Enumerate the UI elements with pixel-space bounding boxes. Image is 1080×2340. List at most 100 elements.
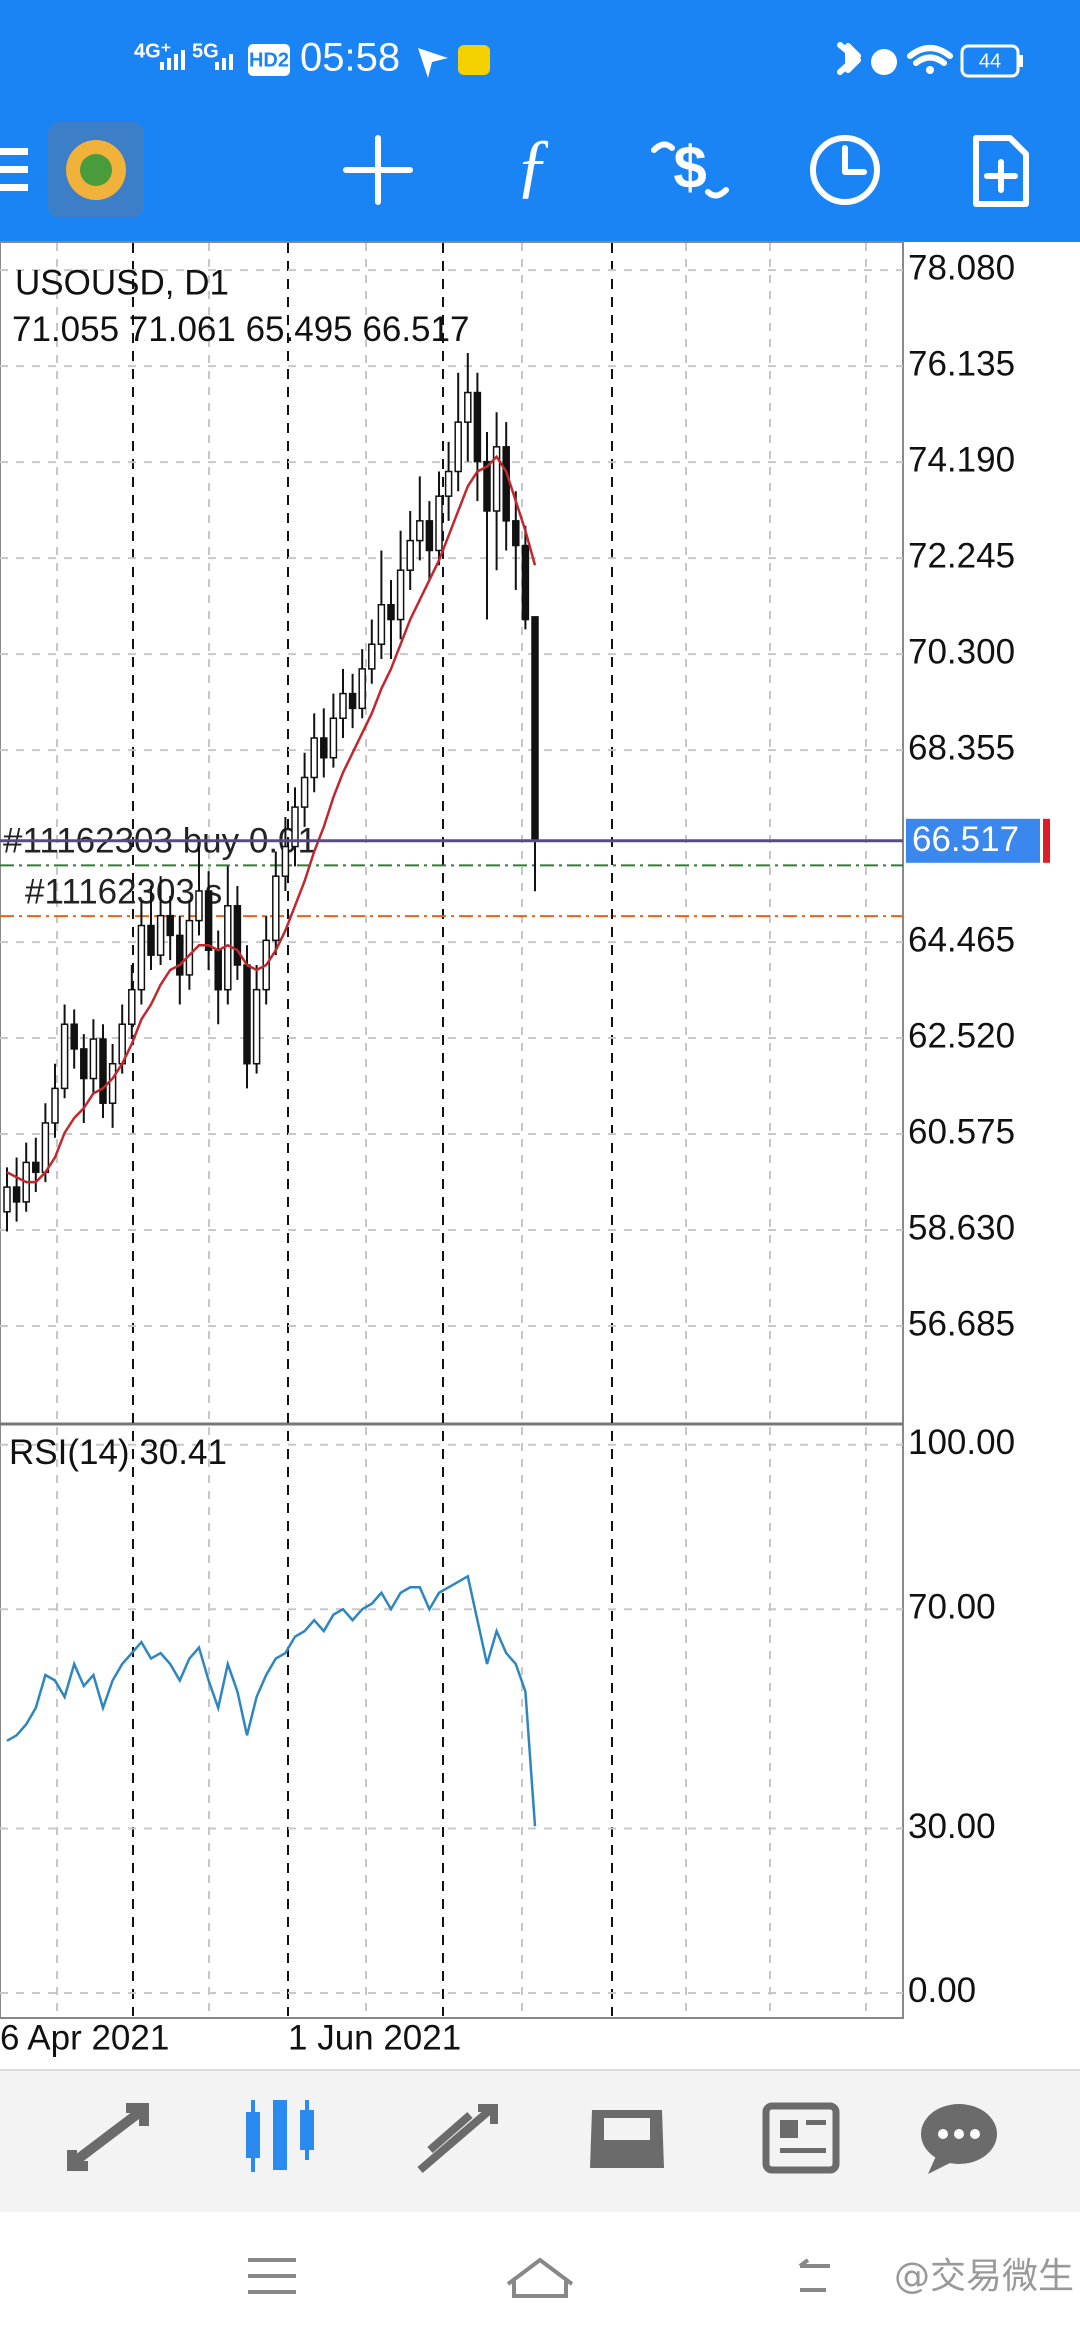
icon-part [167,58,171,70]
candle-body [387,603,395,621]
icon-part[interactable] [251,2100,255,2172]
icon-part[interactable] [0,166,28,173]
candle-body [99,1038,107,1104]
candle-body [195,890,203,922]
icon-part[interactable] [973,135,1029,207]
telegram-icon [418,48,448,78]
wifi-icon [907,45,953,66]
bid-label: 66.517 [912,820,1019,859]
chart-frame [0,241,904,2019]
icon-part[interactable] [762,2102,840,2174]
candle-body [502,446,510,522]
bid-box [906,818,1040,863]
icon-part[interactable] [0,148,28,155]
y-tick-label: 0.00 [908,1971,976,2010]
icon-part[interactable] [248,2290,296,2294]
candle-body [32,1161,40,1174]
app-logo[interactable] [48,122,144,218]
icon-part[interactable] [0,184,28,191]
candle-body [128,988,136,1025]
icon-part[interactable] [938,2129,948,2139]
indicators-button[interactable]: ƒ [515,125,551,205]
history-tab[interactable] [590,2110,664,2168]
menu-button[interactable] [0,148,28,191]
icon-part[interactable] [780,2120,798,2138]
alarm-icon [871,49,897,75]
icon-part[interactable] [343,135,413,205]
icon-part[interactable] [273,2100,287,2170]
y-tick-label: 78.080 [908,248,1015,287]
candle-body [70,1023,78,1050]
chat-tab[interactable] [921,2104,997,2174]
news-tab[interactable] [762,2102,840,2174]
low-value: 65.495 [246,310,353,349]
candle-body [483,460,491,512]
candle-body [252,988,261,1065]
y-tick-label: 56.685 [908,1304,1015,1343]
new-order-button[interactable] [973,135,1029,207]
icon-part[interactable] [970,2129,980,2139]
icon-part[interactable] [604,2118,650,2140]
icon-part [229,54,233,70]
header-bg [0,0,1080,242]
icon-part[interactable] [80,154,112,186]
icon-part[interactable] [67,2103,149,2171]
candle-body [233,905,242,966]
candle-body [3,1186,11,1213]
candle-body [243,964,251,1065]
icon-part[interactable] [806,2120,826,2125]
icon-part[interactable] [780,2148,826,2153]
icon-part[interactable] [842,145,867,175]
icon-part[interactable] [651,141,729,199]
icon-part[interactable] [954,2129,964,2139]
icon-part [181,50,185,70]
trade-tab[interactable] [417,2104,498,2174]
wifi-dot [926,66,934,74]
trade-button[interactable]: $ [651,134,729,201]
icon-part[interactable] [417,2104,498,2174]
icon-part[interactable] [248,2274,296,2278]
chart-tab[interactable] [246,2100,314,2172]
system-nav: @交易微生 [248,2256,1074,2298]
timeframe-button[interactable] [810,135,880,205]
y-tick-label: 68.355 [908,728,1015,767]
y-tick-label: 100.00 [908,1423,1015,1462]
y-tick-label: 70.300 [908,632,1015,671]
home-key[interactable] [506,2257,574,2298]
y-tick-label: 58.630 [908,1208,1015,1247]
crosshair-button[interactable] [343,135,413,205]
icon-part[interactable]: $ [673,134,706,201]
rsi-value: 30.41 [139,1433,227,1472]
bluetooth-icon [837,42,861,75]
quotes-tab[interactable] [67,2103,149,2171]
candle-body [368,643,376,670]
candle-body [281,845,290,877]
y-tick-label: 60.575 [908,1112,1015,1151]
candle-body [348,692,357,710]
icon-part[interactable] [984,159,1018,193]
candle-body [291,806,299,848]
moving-average [6,454,537,1184]
menu-key[interactable] [248,2258,296,2294]
candle-body [320,737,328,759]
rsi-line [6,1574,537,1827]
candle-body [147,924,155,956]
icon-part[interactable] [810,135,880,205]
icon-part[interactable] [305,2100,309,2160]
candle-body [108,1062,117,1104]
icon-part[interactable] [248,2258,296,2262]
candle-body [473,391,482,463]
candle-body [521,544,530,621]
icon-part [160,62,164,70]
icon-part[interactable] [928,2156,952,2174]
chart-symbol: USOUSD, D1 [15,263,229,302]
y-tick-label: 62.520 [908,1016,1015,1055]
candle-body [300,776,309,808]
battery-tip [1019,55,1023,67]
candle-body [454,421,462,473]
candle-body [464,391,472,423]
x-date-label: 6 Apr 2021 [0,2018,169,2057]
back-key[interactable] [798,2258,830,2292]
